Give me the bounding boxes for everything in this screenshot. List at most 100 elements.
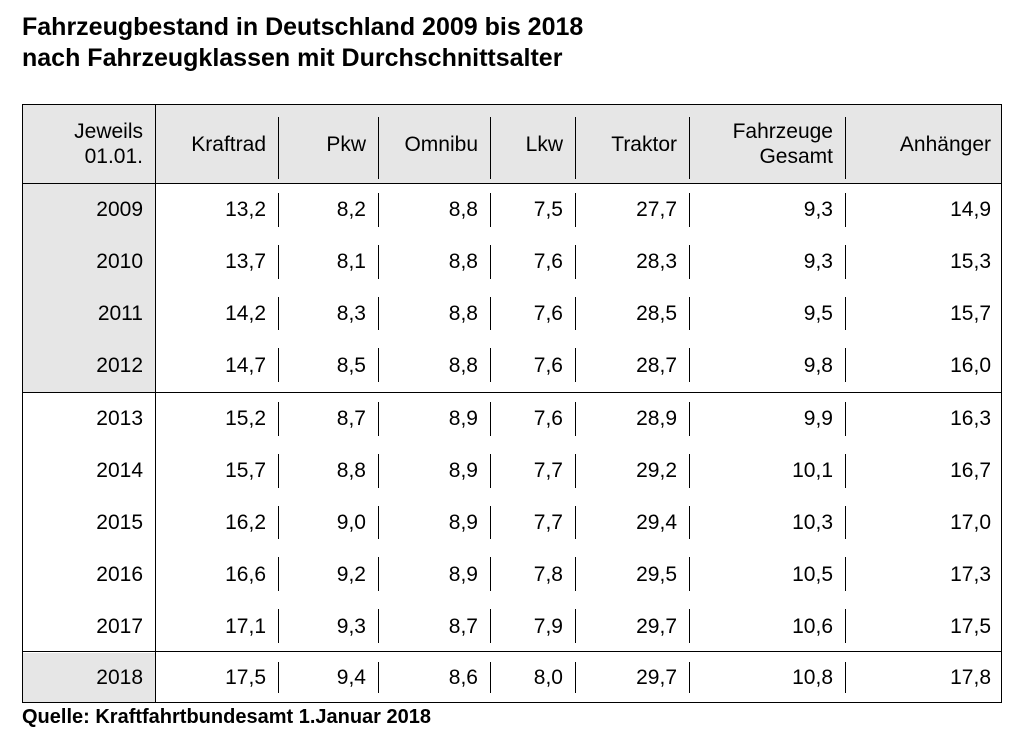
- header-lkw: Lkw: [403, 107, 563, 181]
- cell-omnibus: 8,9: [448, 407, 478, 431]
- cell-separator: [689, 557, 690, 592]
- header-label: Omnibu: [404, 132, 478, 156]
- header-pkw: Pkw: [206, 107, 366, 181]
- cell-separator: [845, 348, 846, 383]
- cell-fahrzeuge-gesamt: 9,3: [803, 250, 833, 274]
- cell-pkw: 8,8: [336, 459, 366, 483]
- header-column-separator: [490, 117, 491, 179]
- cell-omnibus: 8,9: [448, 562, 478, 586]
- cell-anhaenger: 15,7: [950, 302, 991, 325]
- cell-traktor: 29,5: [636, 562, 677, 586]
- cell-kraftrad: 17,5: [225, 666, 266, 689]
- header-anhaenger: Anhänger: [831, 107, 991, 181]
- cell-separator: [278, 609, 279, 643]
- cell-omnibus: 8,7: [448, 614, 478, 638]
- cell-separator: [689, 402, 690, 436]
- cell-separator: [689, 244, 690, 279]
- cell-anhaenger: 16,7: [950, 459, 991, 483]
- cell-year: 2017: [96, 614, 143, 638]
- cell-separator: [845, 505, 846, 540]
- title-line-1: Fahrzeugbestand in Deutschland 2009 bis …: [22, 13, 584, 41]
- cell-fahrzeuge-gesamt: 9,5: [803, 302, 833, 325]
- cell-kraftrad: 15,2: [225, 407, 266, 431]
- cell-separator: [490, 348, 491, 383]
- header-column-separator: [378, 117, 379, 179]
- cell-separator: [278, 505, 279, 540]
- cell-separator: [490, 296, 491, 331]
- cell-separator: [689, 348, 690, 383]
- cell-pkw: 9,3: [336, 614, 366, 638]
- header-label-line2: 01.01.: [84, 145, 143, 168]
- header-column-separator: [845, 117, 846, 179]
- cell-fahrzeuge-gesamt: 9,8: [803, 353, 833, 377]
- cell-separator: [490, 193, 491, 227]
- cell-pkw: 9,0: [336, 511, 366, 534]
- cell-separator: [689, 296, 690, 331]
- cell-year: 2014: [96, 459, 143, 483]
- cell-omnibus: 8,8: [448, 198, 478, 222]
- cell-lkw: 7,7: [533, 511, 563, 534]
- cell-year: 2016: [96, 562, 143, 586]
- header-label: Anhänger: [899, 132, 991, 156]
- cell-traktor: 29,7: [636, 614, 677, 638]
- cell-separator: [378, 402, 379, 436]
- header-label: Kraftrad: [191, 132, 266, 156]
- cell-traktor: 28,9: [636, 407, 677, 431]
- cell-separator: [490, 609, 491, 643]
- cell-separator: [378, 296, 379, 331]
- cell-separator: [845, 244, 846, 279]
- cell-separator: [575, 609, 576, 643]
- cell-separator: [378, 557, 379, 592]
- header-label: Traktor: [611, 132, 677, 156]
- cell-year: 2018: [96, 666, 143, 689]
- cell-pkw: 8,2: [336, 198, 366, 222]
- header-label-line2: Gesamt: [759, 145, 833, 168]
- cell-anhaenger: 15,3: [950, 250, 991, 274]
- cell-separator: [378, 193, 379, 227]
- cell-separator: [845, 402, 846, 436]
- page-title: Fahrzeugbestand in Deutschland 2009 bis …: [22, 12, 583, 74]
- cell-separator: [689, 193, 690, 227]
- cell-fahrzeuge-gesamt: 10,1: [792, 459, 833, 483]
- cell-lkw: 7,6: [533, 353, 563, 377]
- cell-year: 2011: [97, 302, 143, 325]
- header-column-separator: [575, 117, 576, 179]
- cell-separator: [689, 609, 690, 643]
- cell-separator: [575, 453, 576, 488]
- cell-separator: [575, 244, 576, 279]
- cell-omnibus: 8,8: [448, 250, 478, 274]
- header-kraftrad: Kraftrad: [106, 107, 266, 181]
- table-header-background: [23, 105, 1001, 184]
- cell-separator: [845, 662, 846, 693]
- cell-anhaenger: 17,0: [950, 511, 991, 534]
- cell-separator: [575, 557, 576, 592]
- cell-separator: [278, 193, 279, 227]
- header-label: Pkw: [326, 132, 366, 156]
- cell-kraftrad: 16,2: [225, 511, 266, 534]
- cell-fahrzeuge-gesamt: 9,9: [803, 407, 833, 431]
- cell-anhaenger: 16,0: [950, 353, 991, 377]
- cell-kraftrad: 17,1: [225, 614, 266, 638]
- cell-separator: [378, 453, 379, 488]
- cell-omnibus: 8,9: [448, 511, 478, 534]
- source-note: Quelle: Kraftfahrtbundesamt 1.Januar 201…: [22, 706, 432, 728]
- cell-kraftrad: 14,7: [225, 353, 266, 377]
- title-line-2: nach Fahrzeugklassen mit Durchschnittsal…: [22, 44, 563, 72]
- cell-separator: [378, 244, 379, 279]
- cell-year: 2009: [96, 198, 143, 222]
- header-label: Lkw: [525, 132, 563, 156]
- cell-year: 2010: [96, 250, 143, 274]
- cell-anhaenger: 17,5: [950, 614, 991, 638]
- cell-separator: [689, 505, 690, 540]
- cell-lkw: 7,6: [533, 250, 563, 274]
- cell-traktor: 29,4: [636, 511, 677, 534]
- cell-anhaenger: 17,8: [950, 666, 991, 689]
- cell-kraftrad: 13,2: [225, 198, 266, 222]
- cell-separator: [278, 453, 279, 488]
- cell-separator: [845, 296, 846, 331]
- cell-pkw: 8,5: [336, 353, 366, 377]
- cell-lkw: 7,7: [533, 459, 563, 483]
- header-omnibus: Omnibu: [318, 107, 478, 181]
- cell-year: 2012: [96, 353, 143, 377]
- cell-anhaenger: 14,9: [950, 198, 991, 222]
